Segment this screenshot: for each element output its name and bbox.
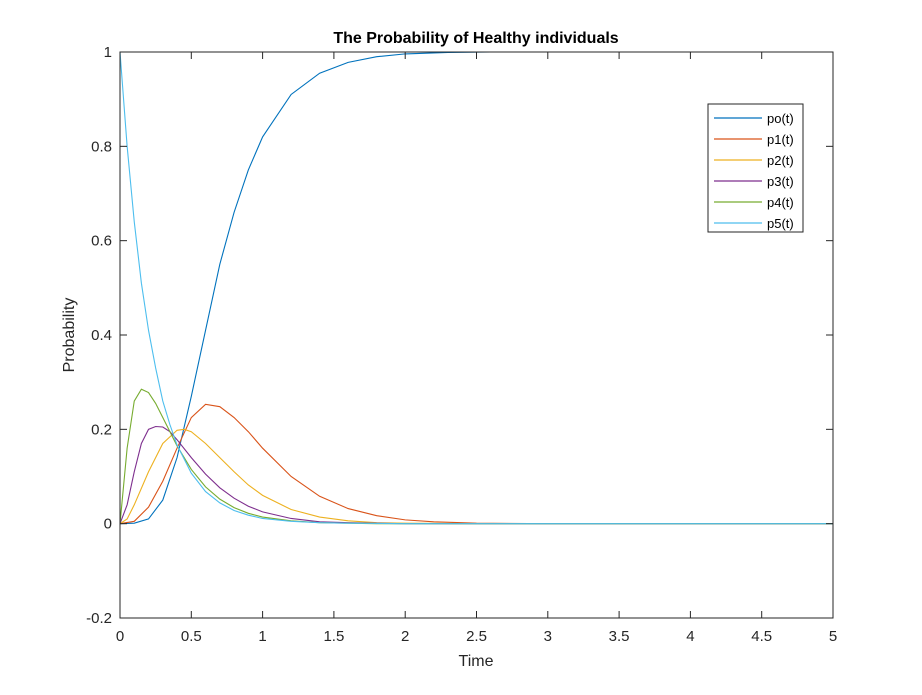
x-tick-label: 3 [544, 628, 552, 645]
y-tick-label: 0.4 [91, 327, 112, 344]
x-tick-label: 3.5 [609, 628, 630, 645]
y-tick-label: 0.8 [91, 138, 112, 155]
y-tick-label: 0 [104, 516, 112, 533]
chart-title: The Probability of Healthy individuals [333, 30, 618, 47]
series-layer [119, 51, 833, 525]
tick-layer: 0 0.5 1 1.5 2 2.5 3 3.5 4 4.5 5-0.200.20.40.60.81 [86, 44, 837, 645]
x-tick-label: 0.5 [181, 628, 202, 645]
y-axis-label: Probability [61, 298, 78, 373]
legend: po(t) p1(t) p2(t) p3(t) p4(t) p5(t) [707, 103, 804, 233]
legend-label-4: p4(t) [767, 195, 794, 210]
legend-label-3: p3(t) [767, 174, 794, 189]
legend-box [707, 103, 804, 233]
legend-label-5: p5(t) [767, 216, 794, 231]
legend-label-1: p1(t) [767, 132, 794, 147]
legend-label-0: po(t) [767, 111, 794, 126]
x-tick-label: 4 [686, 628, 694, 645]
x-tick-label: 4.5 [751, 628, 772, 645]
y-tick-label: -0.2 [86, 610, 112, 627]
x-tick-label: 2 [401, 628, 409, 645]
series-line-5 [119, 51, 833, 525]
x-tick-label: 0 [116, 628, 124, 645]
x-tick-label: 5 [829, 628, 837, 645]
x-tick-label: 2.5 [466, 628, 487, 645]
y-tick-label: 0.2 [91, 421, 112, 438]
legend-label-2: p2(t) [767, 153, 794, 168]
x-tick-label: 1 [258, 628, 266, 645]
y-tick-label: 0.6 [91, 233, 112, 250]
x-axis-label: Time [459, 653, 494, 670]
y-tick-label: 1 [104, 44, 112, 61]
x-tick-label: 1.5 [323, 628, 344, 645]
